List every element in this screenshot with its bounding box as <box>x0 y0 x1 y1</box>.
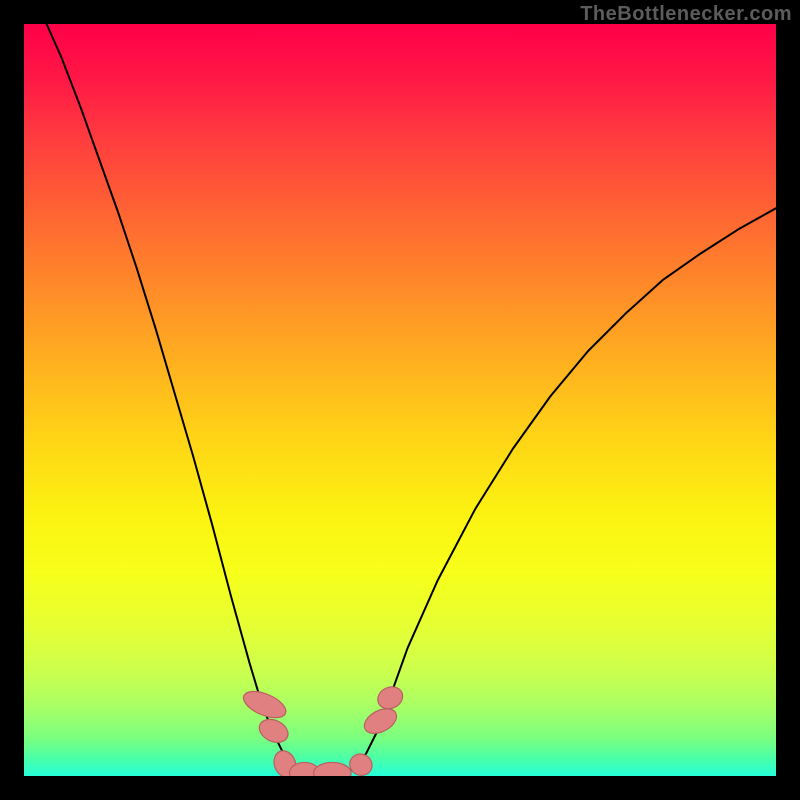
watermark-text: TheBottlenecker.com <box>580 3 792 26</box>
chart-frame: TheBottlenecker.com <box>0 0 800 800</box>
bottleneck-curve-chart <box>0 0 800 800</box>
